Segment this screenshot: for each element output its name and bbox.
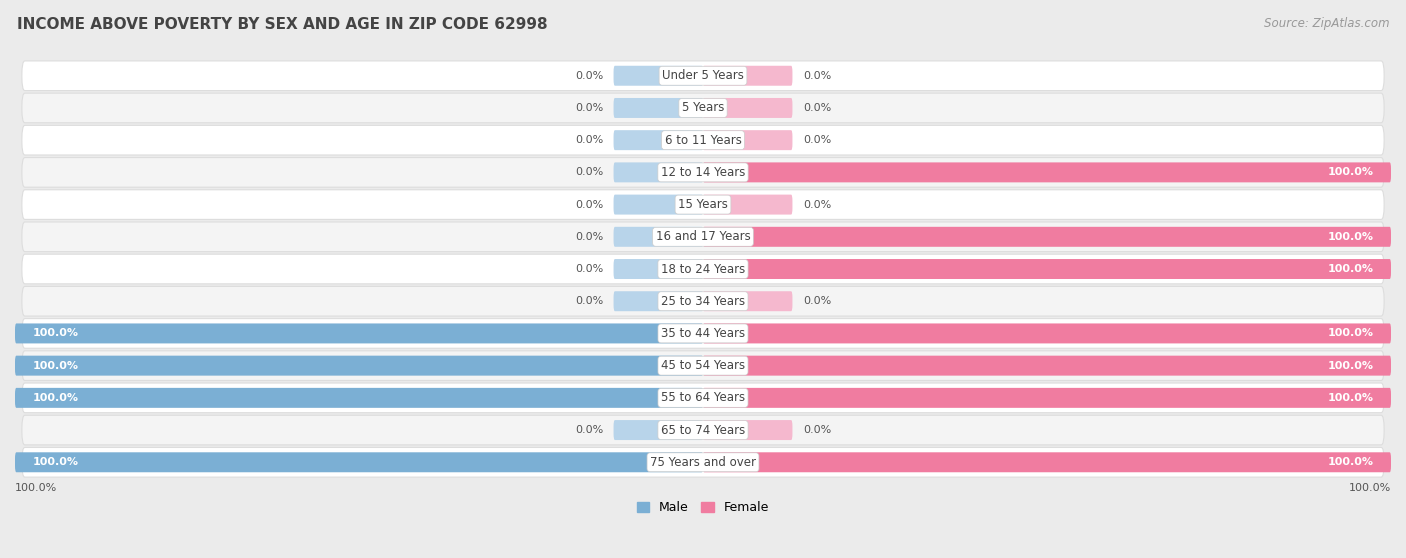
Text: 100.0%: 100.0% bbox=[15, 483, 58, 493]
Text: 0.0%: 0.0% bbox=[575, 200, 603, 210]
Text: 55 to 64 Years: 55 to 64 Years bbox=[661, 391, 745, 405]
Text: 100.0%: 100.0% bbox=[32, 360, 79, 371]
Text: 0.0%: 0.0% bbox=[575, 167, 603, 177]
FancyBboxPatch shape bbox=[22, 61, 1384, 90]
Legend: Male, Female: Male, Female bbox=[637, 501, 769, 514]
Text: 0.0%: 0.0% bbox=[575, 103, 603, 113]
FancyBboxPatch shape bbox=[703, 162, 1391, 182]
FancyBboxPatch shape bbox=[22, 126, 1384, 155]
FancyBboxPatch shape bbox=[15, 453, 703, 472]
Text: 0.0%: 0.0% bbox=[575, 425, 603, 435]
Text: 16 and 17 Years: 16 and 17 Years bbox=[655, 230, 751, 243]
FancyBboxPatch shape bbox=[613, 420, 703, 440]
Text: 100.0%: 100.0% bbox=[32, 457, 79, 467]
FancyBboxPatch shape bbox=[703, 324, 1391, 343]
FancyBboxPatch shape bbox=[22, 415, 1384, 445]
FancyBboxPatch shape bbox=[22, 286, 1384, 316]
Text: 18 to 24 Years: 18 to 24 Years bbox=[661, 262, 745, 276]
FancyBboxPatch shape bbox=[22, 254, 1384, 284]
FancyBboxPatch shape bbox=[613, 291, 703, 311]
FancyBboxPatch shape bbox=[22, 222, 1384, 252]
FancyBboxPatch shape bbox=[703, 420, 793, 440]
FancyBboxPatch shape bbox=[613, 227, 703, 247]
FancyBboxPatch shape bbox=[15, 324, 703, 343]
Text: 6 to 11 Years: 6 to 11 Years bbox=[665, 134, 741, 147]
Text: 0.0%: 0.0% bbox=[803, 425, 831, 435]
Text: 100.0%: 100.0% bbox=[32, 393, 79, 403]
Text: 100.0%: 100.0% bbox=[1327, 167, 1374, 177]
Text: 0.0%: 0.0% bbox=[575, 71, 603, 81]
Text: 100.0%: 100.0% bbox=[1327, 457, 1374, 467]
Text: INCOME ABOVE POVERTY BY SEX AND AGE IN ZIP CODE 62998: INCOME ABOVE POVERTY BY SEX AND AGE IN Z… bbox=[17, 17, 547, 32]
Text: 100.0%: 100.0% bbox=[1327, 264, 1374, 274]
Text: 0.0%: 0.0% bbox=[803, 200, 831, 210]
Text: 100.0%: 100.0% bbox=[1327, 232, 1374, 242]
FancyBboxPatch shape bbox=[703, 355, 1391, 376]
FancyBboxPatch shape bbox=[703, 259, 1391, 279]
Text: 100.0%: 100.0% bbox=[32, 329, 79, 339]
FancyBboxPatch shape bbox=[703, 195, 793, 215]
FancyBboxPatch shape bbox=[613, 259, 703, 279]
Text: 35 to 44 Years: 35 to 44 Years bbox=[661, 327, 745, 340]
FancyBboxPatch shape bbox=[22, 351, 1384, 381]
FancyBboxPatch shape bbox=[613, 98, 703, 118]
FancyBboxPatch shape bbox=[613, 130, 703, 150]
FancyBboxPatch shape bbox=[613, 66, 703, 86]
FancyBboxPatch shape bbox=[22, 383, 1384, 413]
Text: 0.0%: 0.0% bbox=[803, 135, 831, 145]
FancyBboxPatch shape bbox=[22, 319, 1384, 348]
Text: Source: ZipAtlas.com: Source: ZipAtlas.com bbox=[1264, 17, 1389, 30]
Text: 0.0%: 0.0% bbox=[575, 135, 603, 145]
Text: 100.0%: 100.0% bbox=[1327, 329, 1374, 339]
FancyBboxPatch shape bbox=[703, 130, 793, 150]
Text: 100.0%: 100.0% bbox=[1327, 393, 1374, 403]
FancyBboxPatch shape bbox=[703, 98, 793, 118]
Text: 65 to 74 Years: 65 to 74 Years bbox=[661, 424, 745, 436]
Text: 0.0%: 0.0% bbox=[803, 103, 831, 113]
Text: 25 to 34 Years: 25 to 34 Years bbox=[661, 295, 745, 307]
FancyBboxPatch shape bbox=[703, 66, 793, 86]
FancyBboxPatch shape bbox=[613, 162, 703, 182]
Text: 0.0%: 0.0% bbox=[803, 71, 831, 81]
FancyBboxPatch shape bbox=[22, 93, 1384, 123]
Text: 5 Years: 5 Years bbox=[682, 102, 724, 114]
Text: 15 Years: 15 Years bbox=[678, 198, 728, 211]
FancyBboxPatch shape bbox=[703, 453, 1391, 472]
Text: 100.0%: 100.0% bbox=[1348, 483, 1391, 493]
Text: 0.0%: 0.0% bbox=[575, 264, 603, 274]
Text: 45 to 54 Years: 45 to 54 Years bbox=[661, 359, 745, 372]
FancyBboxPatch shape bbox=[703, 227, 1391, 247]
Text: 100.0%: 100.0% bbox=[1327, 360, 1374, 371]
FancyBboxPatch shape bbox=[22, 448, 1384, 477]
Text: 75 Years and over: 75 Years and over bbox=[650, 456, 756, 469]
FancyBboxPatch shape bbox=[22, 157, 1384, 187]
FancyBboxPatch shape bbox=[15, 388, 703, 408]
Text: 0.0%: 0.0% bbox=[575, 296, 603, 306]
FancyBboxPatch shape bbox=[703, 291, 793, 311]
FancyBboxPatch shape bbox=[613, 195, 703, 215]
Text: 12 to 14 Years: 12 to 14 Years bbox=[661, 166, 745, 179]
FancyBboxPatch shape bbox=[22, 190, 1384, 219]
FancyBboxPatch shape bbox=[15, 355, 703, 376]
Text: 0.0%: 0.0% bbox=[803, 296, 831, 306]
Text: Under 5 Years: Under 5 Years bbox=[662, 69, 744, 82]
FancyBboxPatch shape bbox=[703, 388, 1391, 408]
Text: 0.0%: 0.0% bbox=[575, 232, 603, 242]
